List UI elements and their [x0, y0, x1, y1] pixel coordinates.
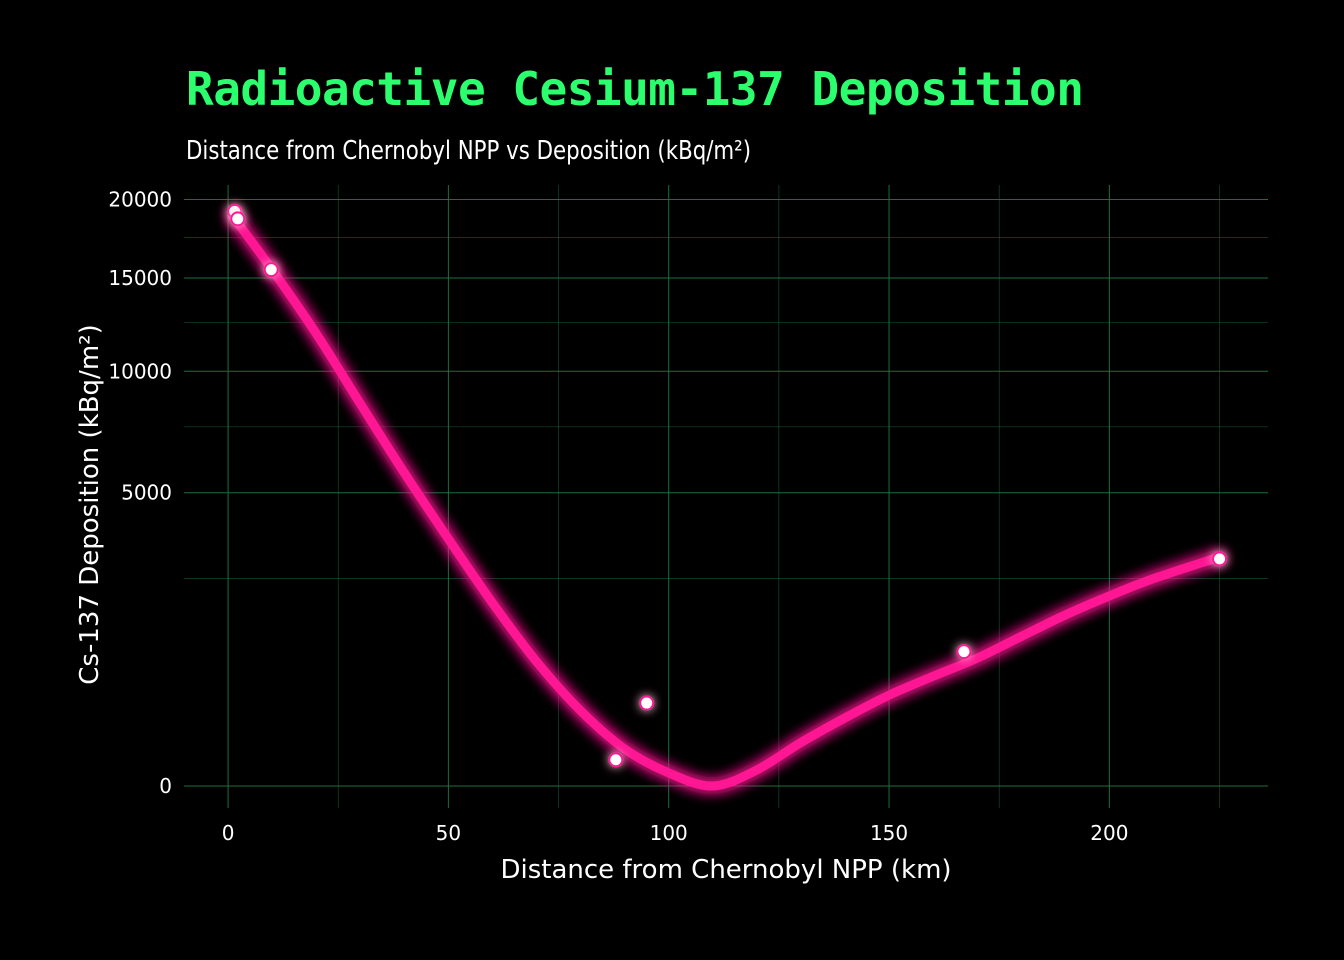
data-point	[956, 644, 972, 660]
data-point	[263, 262, 279, 278]
grid-layer	[184, 185, 1268, 808]
point-layer	[227, 203, 1228, 768]
data-point	[639, 695, 655, 711]
trend-curve	[227, 211, 1225, 791]
x-tick-label: 100	[650, 821, 688, 845]
data-point	[1212, 551, 1228, 567]
x-tick-label: 200	[1090, 821, 1128, 845]
data-point	[230, 211, 246, 227]
chart-title: Radioactive Cesium-137 Deposition	[186, 62, 1084, 116]
y-tick-label: 0	[159, 774, 172, 798]
x-tick-label: 50	[436, 821, 461, 845]
tick-layer: 0 50 100 150 200 0 5000 10000 15000 20000	[108, 187, 1128, 845]
y-tick-label: 10000	[108, 359, 172, 383]
data-point	[608, 752, 624, 768]
x-tick-label: 0	[222, 821, 235, 845]
x-tick-label: 150	[870, 821, 908, 845]
x-axis-title: Distance from Chernobyl NPP (km)	[500, 855, 951, 885]
y-tick-label: 5000	[121, 481, 172, 505]
chart-subtitle: Distance from Chernobyl NPP vs Depositio…	[186, 136, 752, 166]
y-axis-title: Cs-137 Deposition (kBq/m²)	[75, 324, 105, 684]
y-tick-label: 15000	[108, 266, 172, 290]
curve-layer	[227, 211, 1225, 791]
y-tick-label: 20000	[108, 187, 172, 211]
